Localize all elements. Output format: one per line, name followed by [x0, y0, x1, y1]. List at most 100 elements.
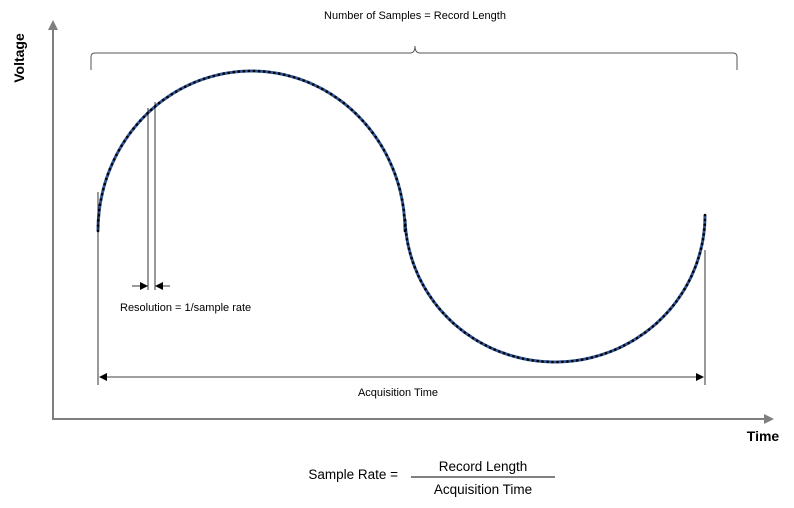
sample-dot — [703, 228, 706, 231]
sample-dot — [232, 70, 236, 74]
sample-dot — [311, 83, 315, 86]
sample-dots — [96, 69, 707, 364]
sample-dot — [395, 177, 399, 181]
sample-dot — [484, 344, 488, 347]
sample-dot — [551, 360, 554, 364]
sample-dot — [179, 87, 182, 91]
sample-dot — [382, 148, 386, 152]
sample-dot — [262, 70, 266, 73]
sample-dot — [368, 127, 371, 130]
sample-dot — [690, 275, 693, 278]
sample-dot — [698, 252, 702, 255]
sample-dot — [680, 292, 684, 295]
sample-dot — [703, 223, 706, 226]
sample-dot — [110, 163, 114, 166]
sample-dot — [150, 108, 153, 112]
sample-dot — [135, 123, 139, 126]
sample-dot — [108, 167, 112, 171]
sample-dot — [536, 359, 539, 363]
sample-dot — [102, 187, 105, 191]
sample-dot — [146, 112, 149, 115]
sample-dot — [643, 331, 647, 334]
sample-dot — [600, 353, 603, 357]
waveform-curve — [96, 69, 707, 364]
sample-dot — [585, 357, 589, 360]
sample-dot — [556, 360, 559, 364]
sample-dot — [541, 360, 544, 363]
sample-dot — [242, 69, 246, 73]
sample-dot — [334, 95, 337, 99]
sample-dot — [267, 70, 271, 74]
sample-dot — [162, 98, 165, 102]
sample-dot — [357, 115, 361, 119]
sample-dot — [463, 331, 467, 334]
sample-dot — [282, 73, 286, 76]
sample-dot — [166, 95, 169, 99]
sample-dot — [493, 348, 497, 351]
sample-dot — [139, 119, 142, 122]
sample-dot — [402, 213, 406, 217]
sample-dot — [112, 158, 116, 161]
sample-dot — [665, 311, 669, 315]
sample-dot — [546, 360, 549, 364]
sample-dot — [361, 119, 365, 122]
sample-dot — [429, 296, 433, 299]
sample-dot — [480, 341, 483, 345]
sample-dot — [631, 339, 635, 343]
sample-dot — [170, 92, 174, 96]
record-length-label: Number of Samples = Record Length — [324, 10, 506, 22]
sample-dot — [329, 92, 333, 96]
sample-dot — [404, 223, 407, 226]
sample-dot — [618, 346, 622, 349]
sample-dot — [237, 70, 241, 73]
sample-dot — [475, 339, 479, 343]
sample-dot — [685, 283, 689, 287]
sample-dot — [120, 144, 123, 147]
sample-dot — [580, 358, 584, 361]
sample-dot — [459, 328, 463, 331]
y-axis-label: Voltage — [11, 33, 27, 83]
sample-dot — [106, 172, 110, 176]
sample-dot — [566, 360, 569, 363]
sample-dot — [614, 348, 617, 351]
sample-dot — [432, 300, 435, 303]
sample-dot — [455, 325, 459, 328]
sample-dot — [404, 228, 408, 231]
sample-dot — [687, 279, 691, 283]
sample-dot — [212, 74, 216, 78]
sample-dot — [693, 266, 697, 269]
sample-dot — [188, 83, 192, 86]
sample-dot — [703, 218, 707, 222]
sample-dot — [183, 85, 187, 88]
sample-dot — [292, 76, 296, 79]
sample-dot — [692, 270, 695, 274]
sample-dot — [393, 172, 397, 176]
sample-dot — [100, 193, 104, 196]
sample-dot — [389, 163, 393, 166]
sample-dot — [247, 69, 251, 73]
sample-dot — [498, 350, 501, 353]
sample-dot — [662, 315, 665, 318]
sample-dot — [426, 292, 430, 295]
sample-dot — [413, 266, 417, 269]
sample-dot — [627, 341, 630, 345]
sample-dot — [635, 336, 639, 340]
sample-dot — [531, 359, 535, 362]
sample-dot — [174, 90, 178, 93]
sample-dot — [683, 287, 686, 291]
sample-dot — [297, 77, 301, 81]
sample-dot — [677, 296, 681, 299]
sample-dot — [403, 218, 407, 222]
sample-dot — [398, 187, 402, 191]
sample-dot — [701, 237, 705, 241]
sample-dot — [700, 242, 704, 246]
sample-dot — [703, 213, 707, 217]
sample-dot — [415, 270, 419, 274]
sample-dot — [217, 73, 221, 76]
sample-dot — [417, 275, 420, 278]
sample-dot — [377, 140, 380, 143]
sample-dot — [302, 79, 306, 82]
sample-dot — [252, 69, 256, 73]
sample-dot — [699, 247, 703, 250]
